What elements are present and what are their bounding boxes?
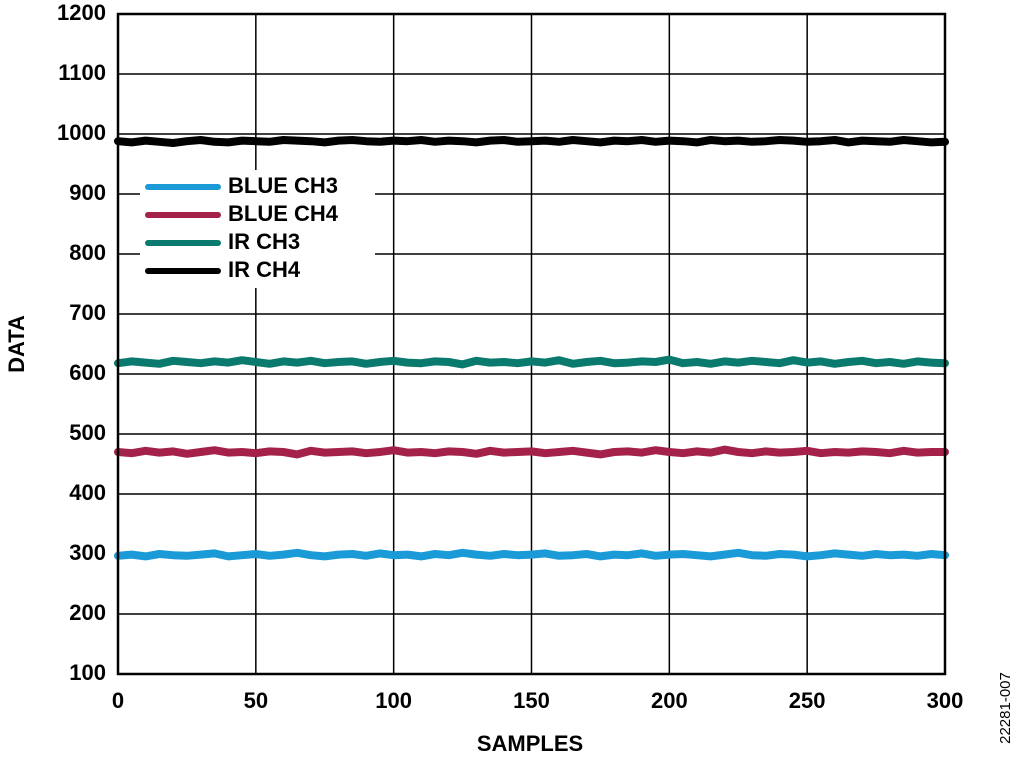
- x-tick-label: 0: [112, 688, 124, 713]
- legend-label: BLUE CH4: [228, 201, 339, 226]
- y-tick-label: 800: [69, 240, 106, 265]
- figure-id: 22281-007: [997, 672, 1014, 744]
- x-tick-label: 50: [244, 688, 268, 713]
- data-line: [114, 445, 949, 459]
- legend-label: IR CH4: [228, 257, 301, 282]
- data-line: [114, 355, 949, 369]
- y-tick-label: 700: [69, 300, 106, 325]
- x-tick-label: 300: [927, 688, 964, 713]
- x-tick-label: 200: [651, 688, 688, 713]
- x-tick-label: 150: [513, 688, 550, 713]
- plot-frame: [116, 12, 947, 676]
- y-tick-label: 100: [69, 660, 106, 685]
- legend-label: BLUE CH3: [228, 173, 338, 198]
- y-tick-label: 300: [69, 540, 106, 565]
- y-tick-label: 500: [69, 420, 106, 445]
- y-tick-label: 1000: [57, 120, 106, 145]
- data-line: [114, 136, 949, 147]
- y-tick-label: 400: [69, 480, 106, 505]
- y-tick-label: 600: [69, 360, 106, 385]
- data-line: [114, 548, 949, 561]
- y-tick-label: 1100: [58, 60, 106, 85]
- y-tick-label: 200: [69, 600, 106, 625]
- x-tick-label: 250: [789, 688, 826, 713]
- legend-label: IR CH3: [228, 229, 300, 254]
- y-axis-label: DATA: [4, 315, 29, 373]
- y-tick-label: 900: [69, 180, 106, 205]
- x-axis-label: SAMPLES: [477, 731, 583, 756]
- x-tick-label: 100: [375, 688, 412, 713]
- y-tick-label: 1200: [57, 0, 106, 25]
